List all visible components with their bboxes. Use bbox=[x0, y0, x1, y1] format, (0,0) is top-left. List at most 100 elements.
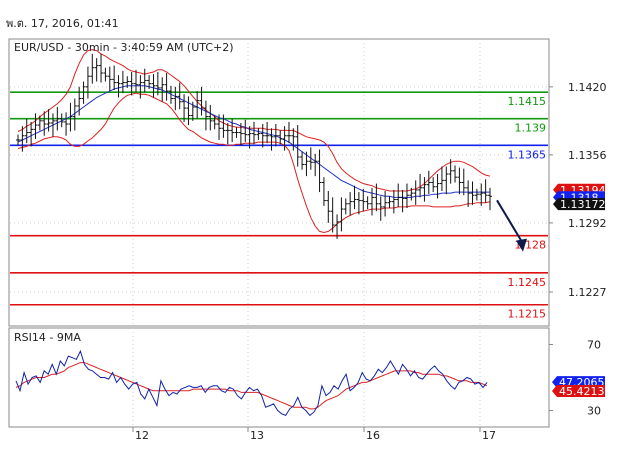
price-bar bbox=[208, 104, 213, 131]
forecast-arrow bbox=[496, 199, 527, 252]
price-bar bbox=[313, 153, 318, 177]
price-bar bbox=[177, 82, 182, 110]
price-bar bbox=[94, 58, 99, 82]
price-bar bbox=[370, 187, 374, 216]
grid bbox=[10, 39, 548, 427]
x-tick-label: 13 bbox=[250, 429, 264, 442]
price-bar bbox=[37, 115, 42, 131]
price-bar bbox=[348, 192, 353, 216]
price-bar bbox=[230, 118, 235, 143]
price-bar bbox=[173, 86, 178, 111]
price-bar bbox=[404, 183, 409, 209]
price-bar bbox=[112, 65, 117, 91]
price-bar bbox=[81, 81, 86, 104]
price-bar bbox=[68, 102, 73, 132]
price-bar bbox=[116, 75, 121, 98]
price-bar bbox=[59, 113, 64, 128]
rsi-y-tick-label: 30 bbox=[587, 405, 601, 418]
rsi-ma-line bbox=[15, 362, 488, 410]
price-bar bbox=[247, 126, 252, 149]
price-bar bbox=[374, 183, 379, 212]
price-bar bbox=[186, 96, 191, 126]
price-bar bbox=[238, 122, 243, 146]
price-bar bbox=[413, 180, 418, 205]
price-bar bbox=[457, 167, 462, 195]
price-bar bbox=[282, 126, 287, 151]
price-bar bbox=[317, 149, 322, 193]
price-bar bbox=[199, 86, 204, 116]
price-bar bbox=[77, 86, 82, 116]
price-bar bbox=[260, 124, 265, 148]
y-tick-label: 1.1292 bbox=[568, 217, 607, 230]
price-bar bbox=[352, 185, 357, 210]
rsi-y-tick-label: 70 bbox=[587, 339, 601, 352]
price-bar bbox=[42, 111, 47, 136]
rsi-line bbox=[15, 349, 488, 417]
price-bar bbox=[212, 115, 217, 130]
price-tag-label: 1.13172 bbox=[560, 198, 606, 211]
price-bar bbox=[356, 192, 361, 215]
level-label: 1.1215 bbox=[508, 308, 547, 321]
price-bar bbox=[182, 94, 187, 122]
price-bar bbox=[221, 114, 226, 138]
price-bar bbox=[46, 109, 51, 132]
arrow-head bbox=[516, 238, 527, 252]
price-bar bbox=[72, 98, 77, 131]
price-bar bbox=[461, 168, 466, 196]
price-bar bbox=[308, 147, 313, 170]
price-bar bbox=[439, 166, 444, 192]
y-tick-label: 1.1227 bbox=[568, 286, 607, 299]
price-bar bbox=[343, 198, 348, 215]
price-bar bbox=[160, 77, 165, 102]
x-tick-label: 16 bbox=[366, 429, 380, 442]
price-bar bbox=[252, 121, 256, 145]
price-bar bbox=[107, 66, 112, 92]
y-tick-label: 1.1420 bbox=[568, 81, 607, 94]
price-bar bbox=[85, 66, 90, 99]
price-bar bbox=[125, 76, 130, 88]
price-bar bbox=[418, 173, 423, 198]
price-bar bbox=[361, 188, 366, 212]
price-bars bbox=[16, 53, 492, 239]
price-bar bbox=[129, 71, 134, 96]
price-bar bbox=[295, 125, 300, 167]
price-bar bbox=[387, 196, 392, 209]
price-bar bbox=[291, 128, 296, 151]
price-chart-title: EUR/USD - 30min - 3:40:59 AM (UTC+2) bbox=[14, 41, 234, 54]
x-tick-label: 12 bbox=[135, 429, 149, 442]
price-bar bbox=[138, 75, 143, 99]
price-bar bbox=[474, 188, 479, 201]
price-bar bbox=[195, 91, 200, 119]
axes: 1.1420 1.1356 1.1292 1.1227 70 30 12 13 16 17 1.13… bbox=[132, 81, 607, 442]
price-bar bbox=[90, 53, 95, 84]
price-bar bbox=[488, 187, 492, 211]
price-bar bbox=[330, 197, 335, 233]
price-bar bbox=[20, 126, 25, 152]
price-bar bbox=[256, 128, 261, 140]
price-bar bbox=[396, 183, 401, 207]
level-label: 1.1245 bbox=[508, 276, 547, 289]
y-tick-label: 1.1356 bbox=[568, 149, 607, 162]
x-tick-label: 17 bbox=[482, 429, 496, 442]
price-bar bbox=[164, 73, 169, 101]
price-bar bbox=[453, 165, 458, 183]
price-bar bbox=[16, 134, 20, 146]
price-bar bbox=[470, 181, 475, 205]
price-bar bbox=[190, 101, 195, 121]
price-bar bbox=[24, 118, 29, 144]
price-bar bbox=[448, 159, 453, 184]
price-bar bbox=[426, 170, 431, 195]
timestamp: พ.ต. 17, 2016, 01:41 bbox=[6, 17, 119, 30]
price-bar bbox=[365, 196, 370, 210]
price-bar bbox=[151, 74, 156, 98]
rsi-tag-label: 45.4213 bbox=[559, 385, 605, 398]
level-label: 1.1415 bbox=[508, 95, 547, 108]
rsi-chart-title: RSI14 - 9MA bbox=[14, 331, 81, 344]
price-bar bbox=[155, 71, 160, 96]
price-bar bbox=[378, 196, 383, 221]
price-bar bbox=[278, 130, 283, 145]
price-bar bbox=[168, 85, 173, 104]
price-bar bbox=[483, 179, 488, 203]
